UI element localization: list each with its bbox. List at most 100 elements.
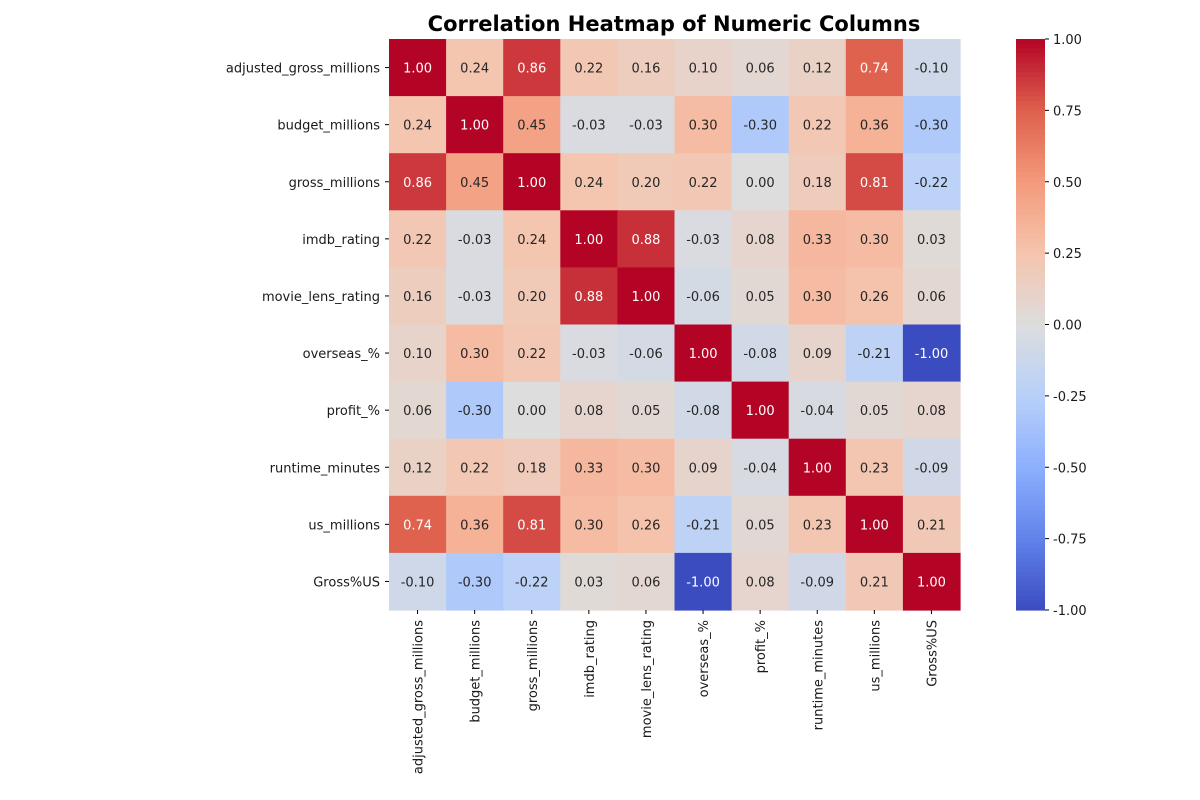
cell-value-label: -0.03 [458, 233, 492, 248]
colorbar-segment [1016, 605, 1045, 611]
heatmap-cell [617, 210, 676, 268]
colorbar-segment [1016, 481, 1045, 487]
colorbar-segment [1016, 172, 1045, 178]
cell-value-label: -0.08 [686, 404, 720, 419]
heatmap-cell [731, 267, 790, 326]
colorbar-segment [1016, 538, 1045, 544]
row-label: adjusted_gross_millions [226, 62, 380, 77]
colorbar-segment [1016, 500, 1045, 506]
heatmap-cell [446, 210, 504, 268]
colorbar-segment [1016, 210, 1045, 216]
colorbar-segment [1016, 138, 1045, 145]
colorbar-segment [1016, 548, 1045, 554]
colorbar-segment [1016, 186, 1045, 192]
colorbar-segment [1016, 386, 1045, 392]
heatmap-cell [674, 39, 733, 97]
cell-value-label: 0.05 [860, 404, 889, 419]
cell-value-label: -0.04 [743, 461, 777, 476]
cell-value-label: 0.12 [403, 461, 432, 476]
cell-value-label: 1.00 [517, 176, 546, 191]
heatmap-cell [902, 324, 961, 383]
cell-value-label: -0.10 [915, 62, 949, 77]
colorbar-segment [1016, 272, 1045, 278]
heatmap-cell [503, 96, 561, 154]
heatmap-cell [560, 495, 618, 554]
colorbar-segment [1016, 119, 1045, 126]
colorbar-segment [1016, 433, 1045, 440]
colorbar-segment [1016, 529, 1045, 535]
colorbar-tick-label: 0.00 [1053, 319, 1082, 334]
heatmap-cell [560, 438, 618, 497]
heatmap-cell [902, 381, 961, 440]
cell-value-label: 0.30 [689, 119, 718, 134]
cell-value-label: -0.21 [686, 518, 720, 533]
heatmap-cell [389, 153, 447, 211]
heatmap-cell [560, 39, 618, 97]
colorbar-segment [1016, 281, 1045, 288]
heatmap-cell [674, 438, 733, 497]
heatmap-cell [389, 438, 447, 497]
colorbar-segment [1016, 586, 1045, 592]
cell-value-label: 0.33 [803, 233, 832, 248]
cell-value-label: -0.30 [458, 575, 492, 590]
heatmap-cell [788, 381, 847, 440]
colorbar-segment [1016, 514, 1045, 521]
cell-value-label: 0.23 [860, 461, 889, 476]
colorbar-segment [1016, 443, 1045, 449]
colorbar-segment [1016, 557, 1045, 564]
colorbar-segment [1016, 48, 1045, 54]
heatmap-cell [674, 552, 733, 611]
colorbar-segment [1016, 91, 1045, 97]
colorbar-tick-label: 0.25 [1053, 247, 1082, 262]
heatmap-cell [503, 210, 561, 268]
colorbar-segment [1016, 334, 1045, 340]
heatmap-cell [731, 552, 790, 611]
colorbar: 1.00 0.75 0.50 0.25 0.00 -0.25 -0.50 -0.75 -1.00 [1016, 33, 1087, 619]
colorbar-segment [1016, 96, 1045, 102]
cell-value-label: 0.22 [517, 347, 546, 362]
heatmap-cell [617, 39, 676, 97]
colorbar-segment [1016, 300, 1045, 307]
heatmap-cell [503, 495, 561, 554]
column-label: profit_% [754, 620, 769, 673]
cell-value-label: 0.08 [746, 233, 775, 248]
colorbar-segment [1016, 562, 1045, 568]
heatmap-cell [389, 324, 447, 383]
heatmap-cell [560, 153, 618, 211]
colorbar-segment [1016, 162, 1045, 169]
heatmap-cell [446, 495, 504, 554]
heatmap-cell [788, 153, 847, 211]
colorbar-segment [1016, 205, 1045, 211]
heatmap-cell [845, 39, 904, 97]
heatmap-cell [503, 267, 561, 326]
cell-value-label: 0.24 [574, 176, 603, 191]
heatmap-cell [617, 153, 676, 211]
colorbar-segment [1016, 86, 1045, 92]
heatmap-cell [788, 39, 847, 97]
colorbar-segment [1016, 248, 1045, 254]
heatmap-cell [446, 96, 504, 154]
heatmap-cell [446, 267, 504, 326]
colorbar-segment [1016, 391, 1045, 397]
colorbar-segment [1016, 224, 1045, 230]
heatmap-cell [446, 39, 504, 97]
colorbar-tick-label: 0.75 [1053, 104, 1082, 119]
cell-value-label: 0.30 [803, 290, 832, 305]
cell-value-label: 0.36 [860, 119, 889, 134]
cell-value-label: -0.06 [629, 347, 663, 362]
colorbar-segment [1016, 600, 1045, 606]
heatmap-cell [446, 153, 504, 211]
heatmap-cell [731, 438, 790, 497]
colorbar-segment [1016, 543, 1045, 549]
colorbar-segment [1016, 267, 1045, 273]
column-label: overseas_% [697, 620, 712, 697]
colorbar-segment [1016, 229, 1045, 235]
cell-value-label: -0.08 [743, 347, 777, 362]
cell-value-label: -0.06 [686, 290, 720, 305]
column-label: budget_millions [469, 620, 484, 723]
colorbar-segment [1016, 314, 1045, 321]
heatmap-cell [503, 153, 561, 211]
cell-value-label: 0.03 [917, 233, 946, 248]
cell-value-label: 0.16 [631, 62, 660, 77]
heatmap-cell [389, 495, 447, 554]
